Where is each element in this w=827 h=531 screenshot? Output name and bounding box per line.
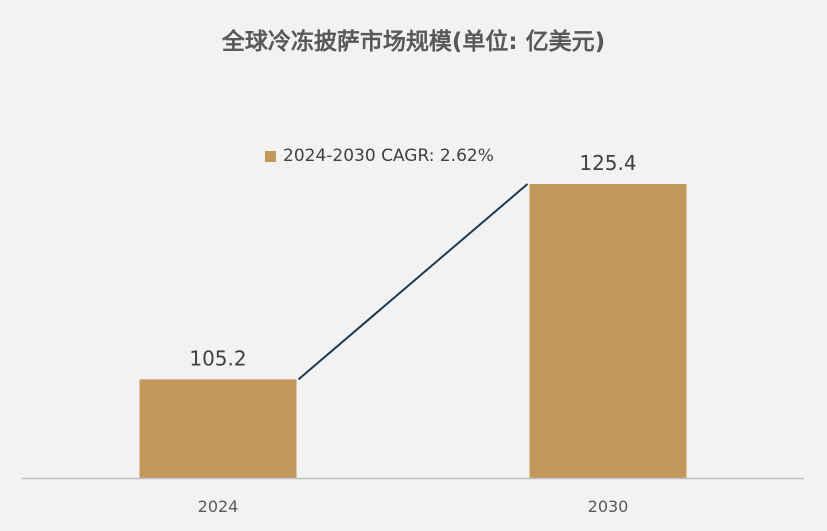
data-label-2024: 105.2 xyxy=(189,346,246,370)
legend-label: 2024-2030 CAGR: 2.62% xyxy=(283,146,494,166)
chart-title: 全球冷冻披萨市场规模(单位: 亿美元) xyxy=(221,29,606,55)
legend: 2024-2030 CAGR: 2.62% xyxy=(265,146,494,166)
x-tick-label-2024: 2024 xyxy=(198,497,239,516)
bar-2024 xyxy=(139,379,297,478)
x-tick-label-2030: 2030 xyxy=(588,497,629,516)
bar-2030 xyxy=(529,184,687,478)
legend-swatch xyxy=(265,150,276,162)
trend-line xyxy=(297,183,529,381)
data-label-2030: 125.4 xyxy=(579,151,636,175)
